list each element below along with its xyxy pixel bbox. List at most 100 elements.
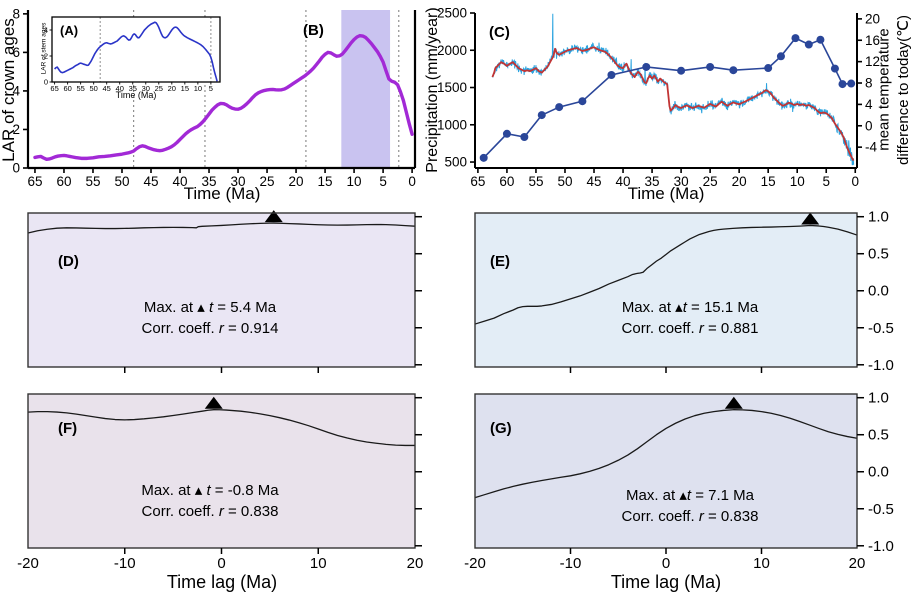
temperature-marker	[706, 62, 715, 71]
temperature-marker	[838, 80, 847, 89]
inset-border	[51, 16, 221, 83]
precipitation-noisy-line	[492, 13, 855, 166]
temperature-marker	[729, 66, 738, 75]
panel-b-ylabel: LAR of crown ages	[0, 18, 18, 162]
tick-label: 10	[347, 174, 362, 189]
precipitation-smooth-line	[491, 46, 855, 162]
tick-label: 60	[56, 174, 71, 189]
tick-label: 2	[44, 52, 48, 61]
panel-a-xlabel: Time (Ma)	[115, 90, 157, 100]
tick-label: 6	[12, 45, 20, 60]
panel-g-xlabel: Time lag (Ma)	[610, 572, 722, 592]
stem-ages-line	[54, 21, 218, 82]
max-lag-marker	[264, 210, 283, 223]
tick-label: 20	[407, 555, 424, 572]
tick-label: 45	[586, 174, 601, 189]
tick-label: 2	[12, 122, 20, 137]
tick-label: 45	[143, 174, 158, 189]
temperature-marker	[502, 129, 511, 138]
inset-background	[52, 17, 220, 82]
tick-label: 0	[12, 161, 20, 176]
tick-label: -1.0	[868, 538, 894, 555]
tick-label: 25	[703, 174, 718, 189]
tick-label: 30	[231, 174, 246, 189]
tick-label: 60	[63, 84, 71, 93]
panel-g-letter: (G)	[490, 420, 512, 437]
temperature-marker	[578, 97, 587, 106]
tick-label: 4	[12, 83, 20, 98]
tick-label: 0	[865, 118, 873, 133]
panel-d-letter: (D)	[58, 253, 79, 270]
crown-ages-line	[33, 33, 414, 162]
tick-label: 0.0	[868, 283, 889, 300]
temperature-marker	[642, 62, 651, 71]
panel-c-ylabel-right-line2: difference to today(℃)	[895, 15, 912, 165]
tick-label: 0.5	[868, 427, 889, 444]
tick-label: 5	[379, 174, 387, 189]
tick-label: 15	[181, 84, 189, 93]
tick-label: -20	[17, 555, 39, 572]
tick-label: 16	[865, 33, 880, 48]
panel-f-plot-area	[28, 394, 415, 548]
tick-label: 8	[12, 6, 20, 21]
panel-e-letter: (E)	[490, 253, 510, 270]
tick-label: 55	[76, 84, 84, 93]
correlation-line	[27, 409, 415, 447]
max-lag-marker	[724, 396, 743, 409]
tick-label: 15	[761, 174, 776, 189]
tick-label: 500	[444, 155, 467, 170]
panel-e-plot-area	[475, 213, 857, 367]
tick-label: -10	[114, 555, 136, 572]
tick-label: 4	[44, 26, 48, 35]
tick-label: 20	[732, 174, 747, 189]
tick-label: 1.0	[868, 390, 889, 407]
panel-c-ylabel-left: Precipitation (mm/year)	[424, 7, 441, 173]
tick-label: 0	[408, 174, 416, 189]
panel-a-letter: (A)	[60, 23, 79, 38]
panel-c-ylabel-right-line1: mean temperature	[875, 28, 893, 151]
tick-label: 2500	[437, 6, 467, 21]
tick-label: 55	[85, 174, 100, 189]
tick-label: 10	[194, 84, 202, 93]
tick-label: 60	[499, 174, 514, 189]
temperature-marker	[847, 79, 856, 88]
tick-label: 30	[674, 174, 689, 189]
tick-label: 8	[865, 76, 873, 91]
tick-label: 20	[289, 174, 304, 189]
tick-label: 45	[103, 84, 111, 93]
tick-label: -0.5	[868, 320, 894, 337]
correlation-line	[474, 224, 858, 325]
tick-label: 40	[616, 174, 631, 189]
tick-label: 30	[142, 84, 150, 93]
panel-g-annotation: Max. at ▴t = 7.1 Ma Corr. coeff. r = 0.8…	[621, 487, 759, 525]
tick-label: 10	[790, 174, 805, 189]
tick-label: 40	[172, 174, 187, 189]
panel-f-annotation: Max. at ▴ t = -0.8 Ma Corr. coeff. r = 0…	[141, 482, 279, 520]
tick-label: 10	[310, 555, 327, 572]
tick-label: 2000	[437, 43, 467, 58]
tick-label: 15	[318, 174, 333, 189]
panel-f-xlabel: Time lag (Ma)	[166, 572, 278, 592]
tick-label: -20	[464, 555, 486, 572]
tick-label: 35	[645, 174, 660, 189]
tick-label: 5	[209, 84, 213, 93]
tick-label: 0.5	[868, 246, 889, 263]
correlation-line	[474, 409, 858, 499]
tick-label: 50	[114, 174, 129, 189]
panel-e-annotation: Max. at ▴t = 15.1 Ma Corr. coeff. r = 0.…	[621, 299, 759, 337]
tick-label: 35	[129, 84, 137, 93]
tick-label: 5	[822, 174, 830, 189]
tick-label: 20	[865, 11, 880, 26]
tick-label: 65	[50, 84, 58, 93]
tick-label: -10	[560, 555, 582, 572]
tick-label: 10	[753, 555, 770, 572]
panel-c-xlabel: Time (Ma)	[627, 184, 705, 203]
panel-d-plot-area	[28, 213, 415, 367]
panel-c-letter: (C)	[489, 24, 510, 41]
tick-label: 12	[865, 54, 880, 69]
tick-label: 35	[202, 174, 217, 189]
temperature-marker	[830, 64, 839, 73]
tick-label: 65	[470, 174, 485, 189]
